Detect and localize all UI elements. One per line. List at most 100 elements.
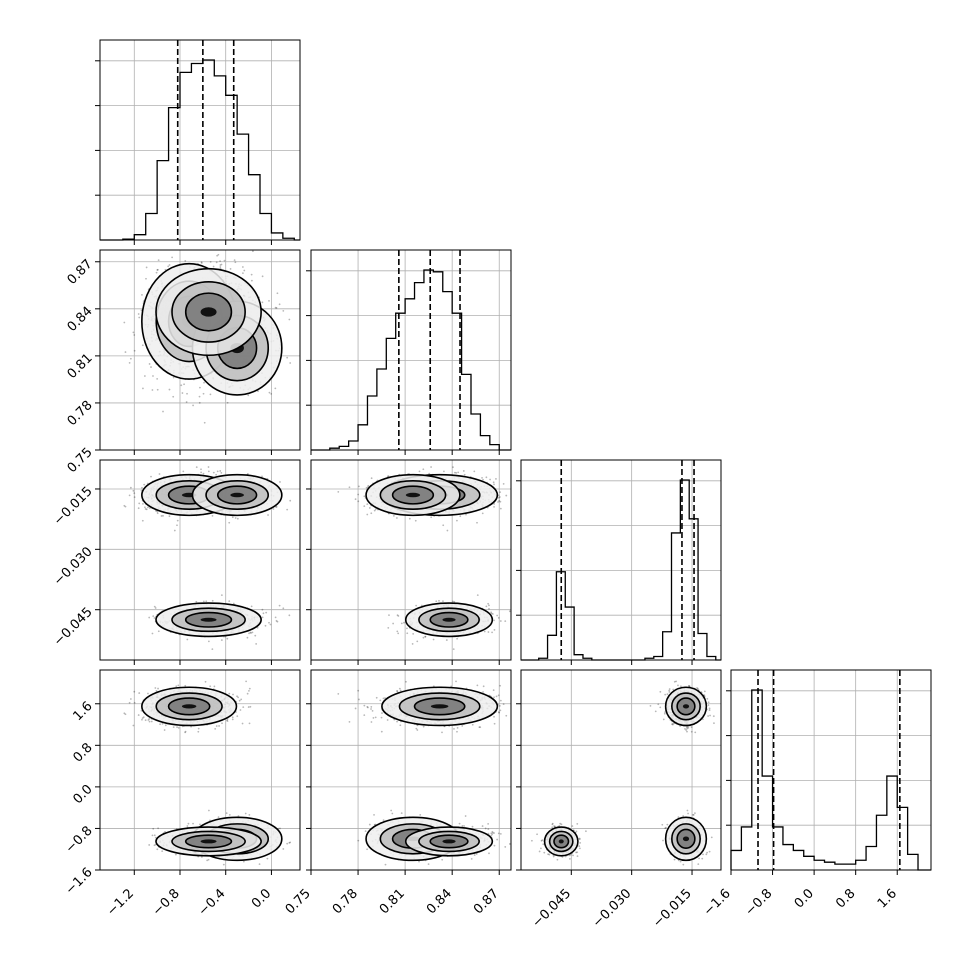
scatter-point	[143, 375, 146, 377]
scatter-point	[269, 623, 272, 626]
scatter-point	[211, 648, 214, 651]
scatter-point	[261, 616, 264, 619]
scatter-point	[155, 271, 158, 274]
scatter-point	[150, 475, 152, 478]
scatter-point	[133, 334, 136, 336]
scatter-point	[267, 514, 269, 516]
scatter-point	[152, 375, 154, 377]
scatter-point	[182, 470, 185, 473]
histogram-1	[311, 269, 511, 451]
scatter-point	[452, 648, 455, 651]
scatter-point	[246, 636, 249, 639]
scatter-point	[168, 388, 171, 391]
scatter-point	[149, 507, 151, 510]
scatter-point	[129, 357, 132, 360]
scatter-point	[128, 361, 131, 364]
scatter-point	[252, 250, 254, 253]
scatter-point	[250, 605, 253, 608]
scatter-point	[228, 521, 231, 524]
scatter-point	[496, 614, 499, 617]
contour-2-1	[171, 607, 246, 633]
contour-2-2	[155, 602, 262, 638]
scatter-point	[282, 309, 285, 312]
scatter-point	[234, 261, 237, 264]
scatter-point	[430, 516, 433, 519]
scatter-point	[200, 468, 202, 471]
scatter-point	[129, 486, 132, 489]
scatter-point	[396, 630, 399, 633]
scatter-point	[275, 505, 278, 508]
scatter-point	[220, 594, 223, 596]
scatter-point	[211, 599, 214, 602]
scatter-point	[156, 510, 159, 513]
scatter-point	[137, 507, 140, 510]
scatter-point	[198, 401, 201, 404]
scatter-point	[176, 524, 178, 527]
scatter-point	[142, 502, 144, 505]
scatter-point	[219, 264, 222, 266]
scatter-point	[217, 253, 220, 256]
scatter-point	[209, 393, 212, 396]
scatter-point	[203, 381, 205, 384]
scatter-point	[228, 600, 231, 602]
scatter-point	[147, 506, 149, 509]
scatter-point	[234, 517, 237, 519]
scatter-point	[268, 391, 271, 394]
scatter-point	[233, 259, 236, 262]
scatter-frame-2-0	[99, 459, 301, 661]
density-peak-2	[200, 307, 217, 317]
scatter-point	[456, 519, 458, 522]
scatter-point	[499, 500, 502, 503]
scatter-point	[172, 395, 175, 398]
scatter-point	[363, 505, 366, 507]
scatter-point	[276, 292, 279, 295]
scatter-point	[249, 631, 252, 634]
scatter-point	[141, 519, 144, 522]
scatter-point	[143, 483, 146, 486]
scatter-point	[278, 303, 281, 306]
scatter-point	[143, 506, 146, 509]
scatter-point	[202, 392, 205, 395]
scatter-point	[388, 614, 390, 617]
scatter-point	[493, 505, 495, 508]
scatter-point	[162, 410, 164, 413]
scatter-point	[133, 492, 136, 495]
scatter-point	[216, 254, 218, 257]
scatter-points-2-0	[123, 466, 292, 651]
scatter-point	[226, 401, 229, 404]
scatter-point	[211, 514, 214, 517]
scatter-point	[220, 263, 223, 266]
scatter-point	[250, 279, 253, 282]
scatter-point	[183, 383, 185, 386]
scatter-point	[157, 259, 160, 262]
scatter-point	[502, 482, 505, 485]
scatter-point	[181, 392, 184, 394]
scatter-point	[195, 466, 198, 469]
scatter-point	[250, 632, 252, 634]
scatter-point	[272, 508, 275, 510]
scatter-point	[198, 395, 201, 398]
scatter-point	[261, 301, 264, 304]
scatter-point	[180, 384, 183, 387]
scatter-point	[264, 624, 267, 627]
scatter-point	[176, 519, 179, 522]
scatter-point	[286, 508, 289, 511]
scatter-point	[226, 637, 229, 640]
scatter-point	[202, 600, 205, 603]
scatter-point	[123, 504, 126, 507]
scatter-point	[254, 634, 257, 637]
scatter-point	[157, 630, 160, 633]
scatter-point	[365, 486, 368, 489]
scatter-point	[223, 259, 226, 262]
scatter-point	[138, 502, 141, 505]
scatter-point	[274, 387, 277, 390]
scatter-point	[133, 496, 136, 499]
scatter-point	[215, 261, 218, 264]
scatter-point	[145, 266, 148, 269]
contour-1-1	[205, 480, 270, 510]
scatter-point	[363, 495, 366, 498]
contour-1-2	[191, 473, 283, 517]
scatter-point	[489, 478, 491, 481]
scatter-point	[158, 473, 161, 475]
scatter-point	[241, 266, 244, 268]
